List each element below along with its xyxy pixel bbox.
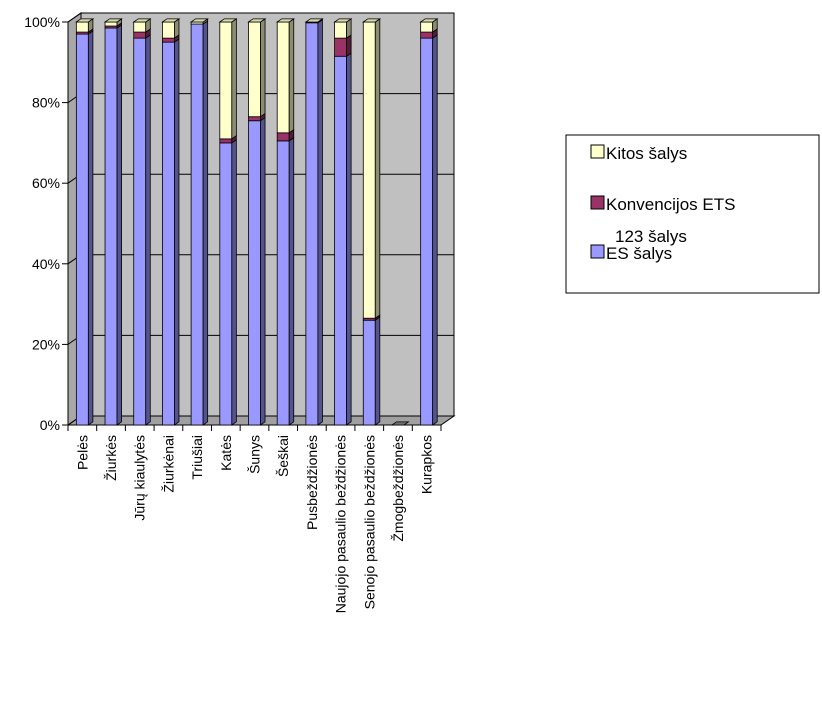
y-tick-label: 40% — [32, 256, 60, 272]
bar-segment — [362, 21, 376, 319]
x-tick-label: Naujojo pasaulio beždžionės — [333, 435, 349, 613]
bar-segment — [133, 37, 147, 426]
bar-segment — [133, 31, 147, 39]
bar-top — [390, 421, 410, 426]
legend-swatch-kitos — [590, 144, 605, 159]
bar-segment-side — [432, 34, 438, 426]
bar-segment — [362, 319, 376, 426]
bar-segment — [162, 21, 175, 39]
bar-top — [103, 18, 123, 23]
bar-segment — [248, 116, 261, 122]
bar-segment — [276, 132, 290, 142]
plot-area: 0% 20% 40% 60% 80% 100% Pelės Žiurkės Jūrų kiaul… — [24, 12, 456, 613]
bar-segment — [104, 21, 118, 27]
bar-segment — [248, 120, 261, 426]
bar-segment — [334, 21, 347, 39]
bar-top — [361, 18, 382, 23]
bar-segment — [276, 21, 290, 134]
bar-segment-side — [202, 20, 209, 426]
bar-top — [304, 18, 324, 23]
x-tick-label: Žiurkėnai — [160, 435, 176, 493]
bar-segment-side — [87, 30, 94, 426]
y-tick-label: 60% — [32, 175, 60, 191]
bar-segment-side — [116, 24, 122, 426]
x-tick-label: Triušiai — [189, 435, 205, 480]
bar-segment — [133, 21, 147, 33]
legend-swatch-es — [590, 244, 605, 259]
bar-segment — [219, 21, 233, 140]
legend-label-es: ES šalys — [606, 244, 672, 263]
bar-top — [218, 18, 238, 23]
x-tick-label: Žmogbeždžionės — [390, 435, 406, 542]
x-tick-label: Šeškai — [275, 435, 291, 477]
y-tick-label: 80% — [32, 95, 60, 111]
bar-top — [75, 18, 95, 23]
bar-segment — [334, 55, 347, 426]
bar-segment — [104, 27, 118, 426]
x-tick-label: Jūrų kiaulytės — [132, 435, 148, 521]
bar-top — [189, 18, 209, 23]
bar-segment — [75, 33, 89, 426]
bar-segment-side — [231, 138, 237, 426]
x-tick-label: Pelės — [74, 435, 90, 470]
legend: Kitos šalys Konvencijos ETS 123 šalys ES … — [565, 134, 820, 294]
bar-segment-side — [346, 52, 352, 426]
bar-segment-side — [288, 18, 295, 134]
y-tick-label: 20% — [32, 336, 60, 352]
gridline — [67, 12, 454, 23]
legend-label-kitos: Kitos šalys — [606, 144, 687, 163]
bar-segment — [162, 37, 175, 43]
x-tick-label: Katės — [218, 435, 234, 471]
bar-segment-side — [260, 116, 266, 426]
bar-segment — [248, 21, 261, 118]
bar-segment — [162, 41, 175, 426]
bar-segment-side — [288, 136, 295, 426]
bar-segment-side — [346, 34, 352, 58]
x-tick-label: Žiurkės — [103, 435, 119, 481]
y-tick-label: 100% — [24, 14, 60, 30]
x-tick-label: Pusbeždžionės — [304, 435, 320, 530]
legend-box — [565, 134, 820, 294]
bar-segment — [219, 142, 233, 426]
bar-top — [161, 18, 181, 23]
legend-label-konvencijos: Konvencijos ETS 123 šalys — [606, 195, 735, 246]
bar-segment — [420, 37, 434, 426]
bar-segment-side — [145, 34, 151, 426]
bar-segment — [420, 31, 434, 39]
bar-top — [275, 18, 296, 23]
bar-segment — [334, 37, 347, 57]
x-tick-label: Kurapkos — [419, 435, 435, 494]
bar-segment — [276, 140, 290, 426]
bar-segment — [420, 21, 434, 33]
bar-top — [419, 18, 439, 23]
bar-segment-side — [174, 38, 180, 426]
bar-top — [247, 18, 267, 23]
x-tick-label: Senojo pasaulio beždžionės — [361, 435, 377, 609]
bar-segment — [305, 22, 319, 426]
bar-top — [132, 18, 152, 23]
bar-segment — [75, 21, 89, 33]
bar-segment-side — [374, 316, 381, 426]
y-tick-label: 0% — [40, 417, 60, 433]
bar-segment-side — [317, 18, 323, 426]
bar-segment-side — [260, 18, 266, 118]
bar-segment — [190, 23, 204, 426]
bar-segment — [219, 138, 233, 144]
bar-top — [333, 18, 353, 23]
bar-segment-side — [231, 18, 237, 140]
bar-segment-side — [374, 18, 381, 319]
legend-swatch-konvencijos — [590, 195, 605, 210]
x-tick-label: Šunys — [247, 435, 263, 474]
